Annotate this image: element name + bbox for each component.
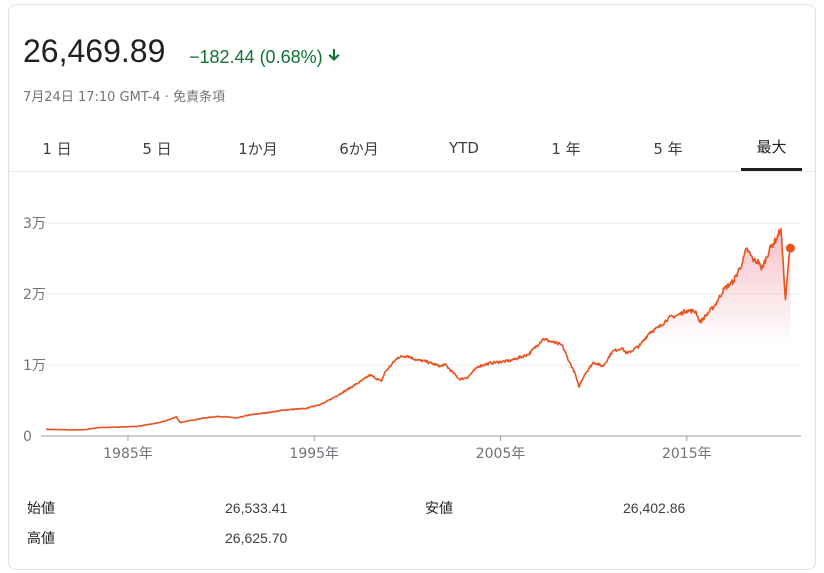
separator: ·	[164, 90, 169, 105]
y-tick-label-1: 1万	[23, 358, 46, 374]
tab-1d[interactable]: 1 日	[42, 139, 72, 158]
tab-6m[interactable]: 6か月	[339, 139, 379, 158]
tab-1y[interactable]: 1 年	[551, 139, 581, 158]
high-value: 26,625.70	[225, 530, 288, 546]
tab-max[interactable]: 最大	[741, 125, 802, 171]
low-value: 26,402.86	[623, 500, 686, 516]
disclaimer-link[interactable]: 免責条項	[172, 90, 225, 105]
stock-card: 26,469.89 −182.44 (0.68%) 7月24日 17:10 GM…	[8, 4, 816, 570]
x-tick-label-0: 1985年	[103, 446, 153, 462]
price-chart[interactable]: 0 1万 2万 3万 1985年 1995年 2005年 2015年	[9, 195, 815, 475]
tab-5y[interactable]: 5 年	[653, 139, 683, 158]
open-value: 26,533.41	[225, 500, 288, 516]
tab-ytd[interactable]: YTD	[449, 139, 479, 157]
current-price: 26,469.89	[23, 33, 166, 69]
price-change: −182.44 (0.68%)	[189, 47, 341, 68]
x-tick-label-1: 1995年	[289, 446, 339, 462]
tab-5d[interactable]: 5 日	[142, 139, 172, 158]
y-tick-label-3: 3万	[23, 216, 46, 232]
time-range-tabs: 1 日 5 日 1か月 6か月 YTD 1 年 5 年 最大	[9, 125, 815, 172]
quote-meta: 7月24日 17:10 GMT-4 · 免責条項	[23, 86, 225, 105]
series-line	[45, 227, 792, 431]
price-change-value: −182.44 (0.68%)	[189, 47, 323, 67]
timestamp: 7月24日 17:10 GMT-4	[23, 90, 161, 105]
high-label: 高値	[27, 531, 55, 547]
y-tick-label-2: 2万	[23, 287, 46, 303]
y-tick-label-0: 0	[23, 429, 32, 445]
low-label: 安値	[425, 501, 453, 517]
x-tick-label-3: 2015年	[662, 446, 712, 462]
open-label: 始値	[27, 501, 55, 517]
x-tick-label-2: 2005年	[476, 446, 526, 462]
last-point-marker	[785, 243, 795, 253]
down-arrow-icon	[327, 48, 341, 67]
tab-1m[interactable]: 1か月	[238, 139, 278, 158]
series-area	[46, 228, 791, 436]
